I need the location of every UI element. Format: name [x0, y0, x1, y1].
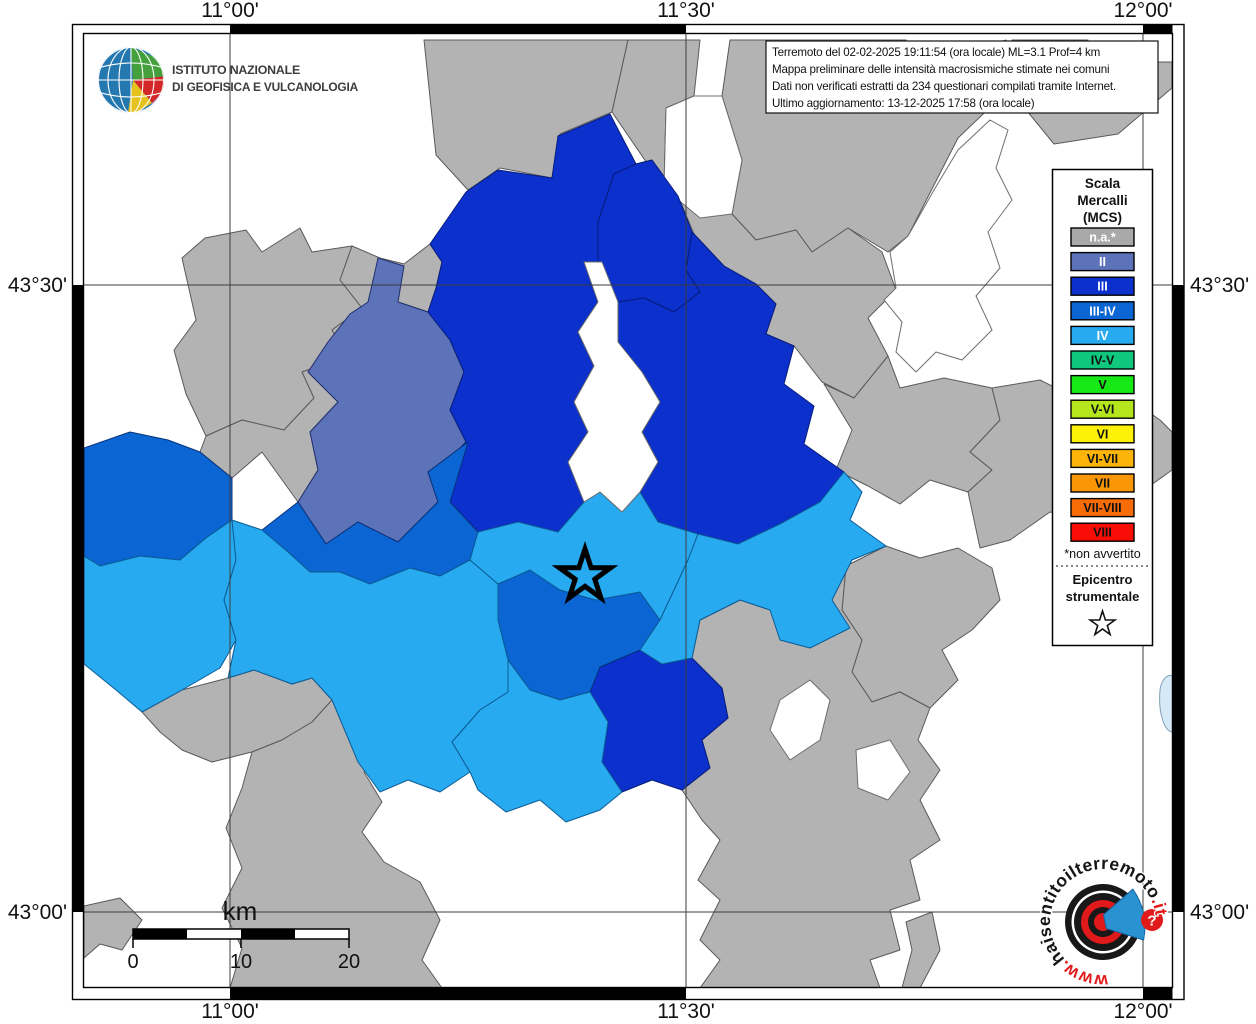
scale-tick-20: 20	[338, 951, 360, 973]
region-blank-notch	[663, 95, 743, 219]
legend-swatch-III-IV	[1070, 301, 1135, 321]
label-top-12-00: 12°00'	[1113, 0, 1172, 22]
legend-swatch-VII	[1070, 473, 1135, 493]
legend-swatch-VI-VII	[1070, 448, 1135, 469]
label-bottom-11-30: 11°30'	[657, 1000, 715, 1023]
scale-tick-0: 0	[127, 951, 138, 973]
scale-bar: km 0 10 20	[127, 896, 360, 973]
legend-title-line1: Scala	[1085, 176, 1121, 191]
info-line-map-type: Mappa preliminare delle intensità macros…	[772, 63, 1109, 76]
legend-title-line3: (MCS)	[1083, 210, 1122, 225]
region-lake	[1159, 674, 1172, 733]
ingv-name-line1: ISTITUTO NAZIONALE	[172, 63, 300, 77]
region-blank-ne	[883, 119, 1013, 373]
region-blank-se-hole-a	[769, 679, 831, 761]
legend-label-III-IV: III-IV	[1089, 304, 1116, 318]
scale-tick-10: 10	[230, 951, 252, 973]
legend-swatch-II	[1070, 251, 1135, 272]
legend-swatch-VIII	[1070, 522, 1135, 542]
scale-unit-label: km	[223, 896, 258, 926]
legend-label-II: II	[1099, 255, 1106, 269]
legend-label-V-VI: V-VI	[1091, 403, 1115, 417]
legend-epicenter-line1: Epicentro	[1073, 572, 1133, 587]
legend-label-VI-VII: VI-VII	[1087, 452, 1118, 466]
region-iv-east	[639, 471, 887, 665]
label-bottom-12-00: 12°00'	[1113, 1000, 1172, 1023]
legend-epicenter-line2: strumentale	[1066, 589, 1140, 604]
label-top-11-30: 11°30'	[657, 0, 715, 22]
legend-label-VII: VII	[1095, 477, 1110, 491]
legend-swatch-n.a.*	[1070, 227, 1135, 247]
epicenter-star	[551, 540, 619, 605]
legend-label-V: V	[1098, 378, 1107, 392]
label-right-43-30: 43°30'	[1190, 274, 1249, 297]
legend-swatch-V-VI	[1070, 399, 1135, 419]
legend-swatch-V	[1070, 374, 1135, 395]
ingv-name-line2: DI GEOFISICA E VULCANOLOGIA	[172, 80, 359, 94]
intensity-legend: Scala Mercalli (MCS) n.a.*IIIIIIII-IVIVI…	[1051, 168, 1154, 647]
legend-label-VII-VIII: VII-VIII	[1083, 501, 1121, 515]
info-line-questionnaires: Dati non verificati estratti da 234 ques…	[772, 80, 1116, 93]
region-blank-center	[567, 261, 661, 513]
earthquake-info-box: Terremoto del 02-02-2025 19:11:54 (ora l…	[765, 40, 1159, 114]
legend-swatch-VI	[1070, 424, 1135, 444]
region-na-sw-left	[84, 897, 143, 959]
region-iv-south	[451, 659, 623, 823]
legend-swatch-VII-VIII	[1070, 497, 1135, 518]
ingv-logo: ISTITUTO NAZIONALE DI GEOFISICA E VULCAN…	[98, 47, 359, 113]
map-frame	[71, 23, 1185, 1001]
legend-swatch-IV	[1070, 325, 1135, 346]
info-line-event: Terremoto del 02-02-2025 19:11:54 (ora l…	[772, 46, 1100, 59]
legend-items: n.a.*IIIIIIII-IVIVIV-VVV-VIVIVI-VIIVIIVI…	[1070, 227, 1135, 542]
label-right-43-00: 43°00'	[1190, 901, 1249, 924]
legend-star-icon	[1087, 608, 1118, 637]
legend-epicenter-star	[1087, 608, 1118, 637]
axis-labels: 11°00' 11°30' 12°00' 11°00' 11°30' 12°00…	[8, 0, 1249, 1023]
legend-swatch-III	[1070, 276, 1135, 296]
legend-label-VIII: VIII	[1093, 526, 1112, 540]
question-mark: ?	[1147, 913, 1156, 930]
legend-footnote: *non avvertito	[1064, 547, 1140, 561]
legend-label-VI: VI	[1097, 427, 1109, 441]
legend-label-IV-V: IV-V	[1091, 354, 1115, 368]
region-blank-se-hole-b	[855, 739, 911, 801]
epicenter-star-marker	[551, 540, 619, 605]
info-line-updated: Ultimo aggiornamento: 13-12-2025 17:58 (…	[772, 97, 1035, 110]
legend-label-III: III	[1097, 280, 1107, 294]
legend-label-n.a.*: n.a.*	[1089, 231, 1116, 245]
label-left-43-30: 43°30'	[8, 274, 67, 297]
label-left-43-00: 43°00'	[8, 901, 67, 924]
label-top-11-00: 11°00'	[201, 0, 259, 22]
legend-swatch-IV-V	[1070, 350, 1135, 370]
question-badge: ?	[1141, 909, 1163, 931]
legend-title-line2: Mercalli	[1077, 193, 1127, 208]
label-bottom-11-00: 11°00'	[201, 1000, 259, 1023]
legend-label-IV: IV	[1097, 329, 1109, 343]
